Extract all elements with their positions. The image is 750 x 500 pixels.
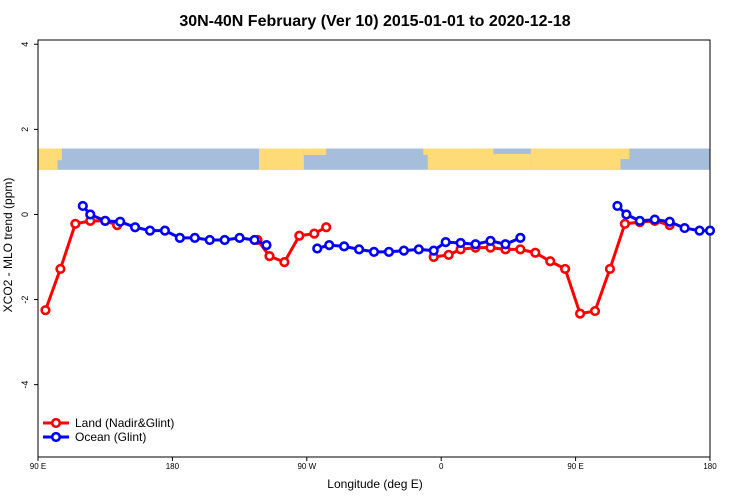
data-point xyxy=(604,263,616,275)
series-layer xyxy=(40,200,716,319)
data-point xyxy=(679,222,690,234)
data-point xyxy=(530,247,541,258)
data-point xyxy=(485,235,496,246)
data-point xyxy=(249,234,260,246)
land-north-america-east xyxy=(303,148,327,155)
data-point xyxy=(383,246,395,258)
series-line xyxy=(433,219,671,316)
data-point xyxy=(612,200,623,212)
data-point xyxy=(309,228,320,239)
data-point xyxy=(100,215,111,226)
land-asia-coast xyxy=(620,148,630,160)
y-axis: 4 2 0 -2 -4 xyxy=(20,42,38,389)
data-point xyxy=(353,244,365,255)
data-point xyxy=(619,218,630,229)
data-point xyxy=(440,237,451,248)
data-point xyxy=(560,263,571,275)
data-point xyxy=(500,239,511,250)
data-point xyxy=(428,245,439,256)
legend-marker xyxy=(50,417,62,429)
data-point xyxy=(694,225,705,236)
series-land xyxy=(40,215,675,319)
data-point xyxy=(398,245,409,256)
land-europe xyxy=(423,148,494,155)
data-point xyxy=(589,305,601,317)
data-point xyxy=(312,243,323,254)
data-point xyxy=(413,244,424,255)
data-point xyxy=(77,200,88,212)
data-point xyxy=(368,246,380,258)
data-point xyxy=(174,232,185,243)
plot-frame xyxy=(37,39,711,458)
legend-marker xyxy=(50,431,62,443)
y-tick-label: -4 xyxy=(20,381,30,389)
data-point xyxy=(129,222,141,233)
data-point xyxy=(261,239,272,251)
data-point xyxy=(294,230,305,241)
land-asia-west xyxy=(38,148,58,170)
data-point xyxy=(515,232,526,243)
land-north-america xyxy=(259,148,304,170)
data-point xyxy=(264,251,275,262)
data-point xyxy=(545,256,556,267)
data-point xyxy=(704,225,716,236)
x-tick-label: 90 W xyxy=(297,462,316,471)
data-point xyxy=(634,215,645,226)
data-point xyxy=(339,241,350,252)
data-point xyxy=(470,239,481,250)
x-tick-label: 0 xyxy=(439,462,444,471)
y-tick-label: -2 xyxy=(20,296,30,304)
x-tick-label: 180 xyxy=(166,462,180,471)
data-point xyxy=(664,216,675,227)
land-asia-east xyxy=(57,148,62,161)
land-asia xyxy=(530,148,621,170)
x-tick-label: 180 xyxy=(703,462,717,471)
data-point xyxy=(515,244,526,255)
data-point xyxy=(574,308,586,319)
data-point xyxy=(70,218,81,229)
chart-title: 30N-40N February (Ver 10) 2015-01-01 to … xyxy=(179,13,570,30)
data-point xyxy=(621,209,632,220)
legend-label: Land (Nadir&Glint) xyxy=(75,416,174,430)
data-point xyxy=(85,209,96,220)
data-point xyxy=(115,216,126,227)
data-point xyxy=(189,232,200,243)
data-point xyxy=(234,232,245,243)
x-axis: 90 E 180 90 W 0 90 E 180 xyxy=(30,457,717,471)
x-tick-label: 90 E xyxy=(30,462,46,471)
legend: Land (Nadir&Glint)Ocean (Glint) xyxy=(43,416,174,444)
data-point xyxy=(159,225,171,236)
data-point xyxy=(55,263,66,275)
data-point xyxy=(324,239,335,251)
land-africa-mideast xyxy=(427,153,531,170)
data-point xyxy=(204,234,215,246)
y-tick-label: 4 xyxy=(20,42,30,47)
data-point xyxy=(443,249,454,260)
legend-label: Ocean (Glint) xyxy=(75,430,146,444)
y-tick-label: 0 xyxy=(20,212,30,217)
data-point xyxy=(455,237,466,249)
x-tick-label: 90 E xyxy=(567,462,583,471)
y-tick-label: 2 xyxy=(20,127,30,132)
data-point xyxy=(649,214,660,225)
data-point xyxy=(40,305,51,316)
data-point xyxy=(219,234,230,246)
y-axis-label: XCO2 - MLO trend (ppm) xyxy=(1,178,15,313)
data-point xyxy=(279,257,290,268)
data-point xyxy=(321,222,332,233)
data-point xyxy=(144,225,156,236)
series-ocean xyxy=(77,200,716,258)
x-axis-label: Longitude (deg E) xyxy=(327,477,422,491)
series-line xyxy=(44,219,118,311)
world-map-strip xyxy=(38,148,710,170)
